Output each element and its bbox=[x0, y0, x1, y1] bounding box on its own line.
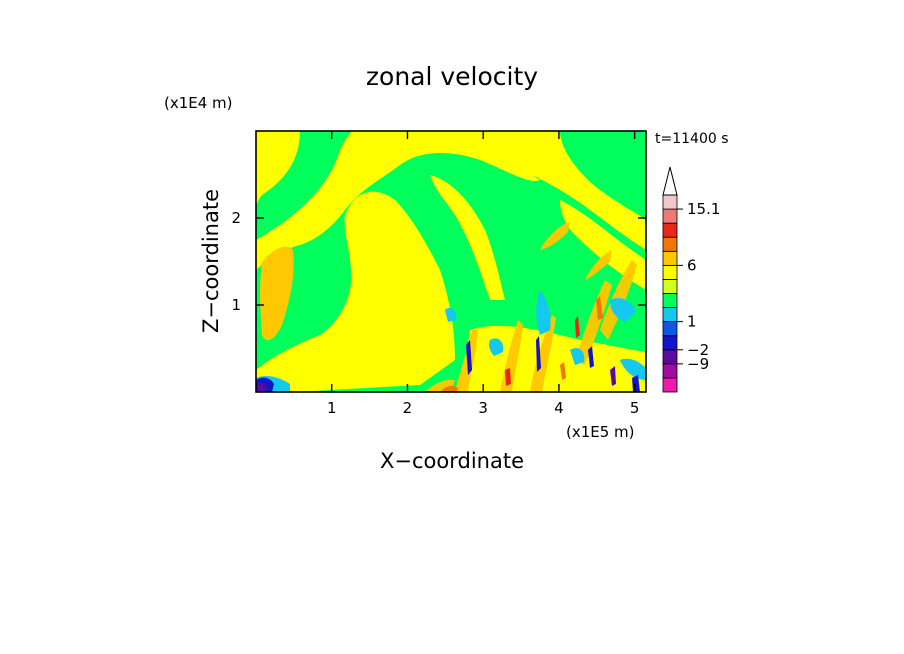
y-unit-label: (x1E4 m) bbox=[164, 94, 233, 112]
colorbar-extend-arrow bbox=[662, 166, 678, 196]
field-region-yellow-left-upper bbox=[256, 131, 300, 210]
field-region-extremes bbox=[256, 296, 640, 392]
colorbar-segment bbox=[662, 208, 678, 224]
y-axis-label: Z−coordinate bbox=[199, 189, 223, 333]
field-region-cyan-patches bbox=[256, 290, 646, 392]
x-unit-label: (x1E5 m) bbox=[566, 423, 635, 441]
field-region-yellow-right-streak bbox=[560, 200, 646, 290]
x-tick-label: 5 bbox=[630, 399, 640, 417]
field-region-yellow-center-plume bbox=[256, 191, 455, 392]
colorbar-tick-label: 15.1 bbox=[687, 200, 720, 218]
velocity-field bbox=[256, 131, 646, 392]
field-region-yellow-mid-streak bbox=[430, 175, 505, 300]
colorbar-segment bbox=[662, 377, 678, 393]
colorbar-segment bbox=[662, 236, 678, 252]
colorbar-segment bbox=[662, 250, 678, 266]
colorbar-segment bbox=[662, 194, 678, 210]
colorbar-segment bbox=[662, 363, 678, 379]
y-axis-ticks: 12 bbox=[231, 209, 646, 314]
colorbar-tick-label: −2 bbox=[687, 341, 709, 359]
colorbar-segment bbox=[662, 307, 678, 323]
colorbar-segment bbox=[662, 335, 678, 351]
x-axis-label: X−coordinate bbox=[380, 449, 524, 473]
x-axis-ticks: 1 2 3 4 5 bbox=[327, 131, 639, 417]
time-label: t=11400 s bbox=[655, 131, 729, 147]
colorbar-tick-label: 6 bbox=[687, 256, 697, 274]
chart-title: zonal velocity bbox=[366, 62, 538, 91]
y-tick-label: 2 bbox=[231, 209, 241, 227]
colorbar-segment bbox=[662, 321, 678, 337]
colorbar-segment bbox=[662, 349, 678, 365]
plot-frame bbox=[255, 130, 647, 393]
x-tick-label: 2 bbox=[403, 399, 413, 417]
colorbar-tick-label: −9 bbox=[687, 355, 709, 373]
colorbar-segment bbox=[662, 264, 678, 280]
x-tick-label: 4 bbox=[554, 399, 564, 417]
colorbar-segment bbox=[662, 222, 678, 238]
x-tick-label: 3 bbox=[478, 399, 488, 417]
y-tick-label: 1 bbox=[231, 296, 241, 314]
x-tick-label: 1 bbox=[327, 399, 337, 417]
field-region-yellow-right-upper bbox=[470, 131, 646, 250]
colorbar-segment bbox=[662, 279, 678, 294]
colorbar-segment bbox=[662, 293, 678, 308]
field-region-orange-left-lobe bbox=[260, 246, 294, 341]
colorbar-tick-label: 1 bbox=[687, 313, 697, 331]
colorbar: 15.1 6 1 −2−9 bbox=[662, 166, 720, 393]
field-region-yellow-top-band bbox=[256, 131, 540, 270]
